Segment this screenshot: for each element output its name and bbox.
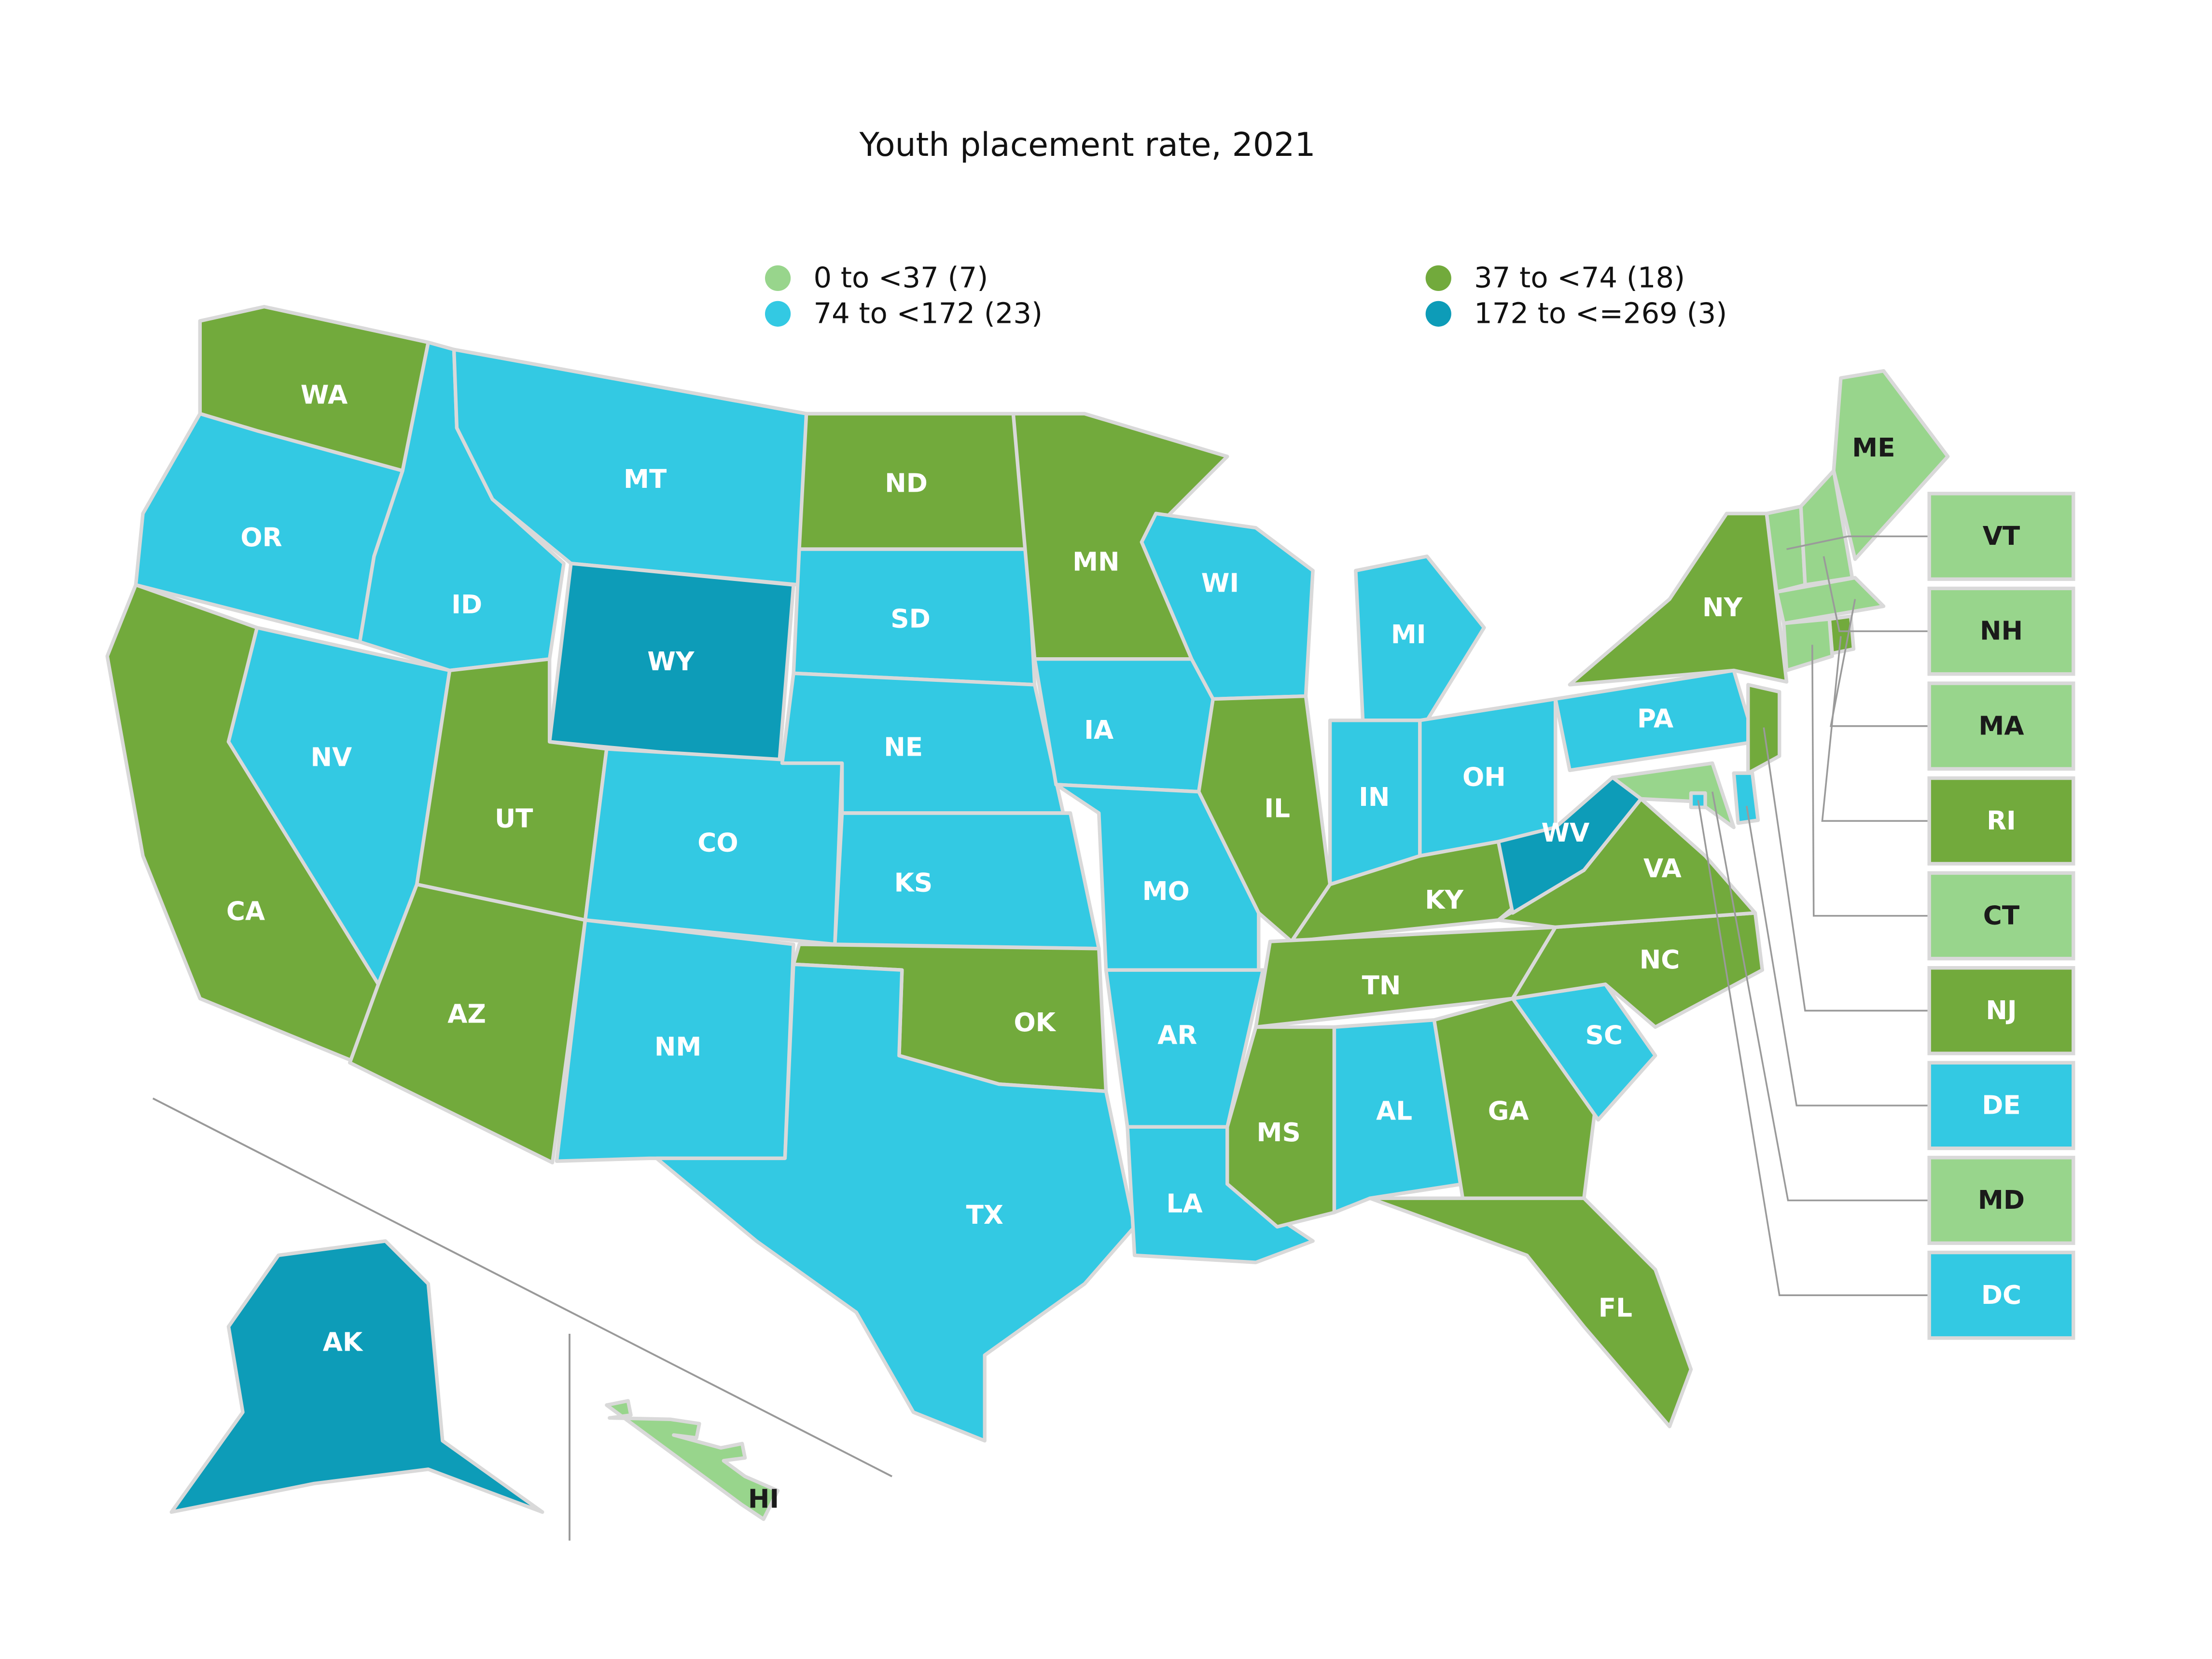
state-shape[interactable] bbox=[1354, 554, 1486, 722]
state-shape[interactable] bbox=[1781, 617, 1834, 673]
leader-line bbox=[1697, 800, 1930, 1296]
leader-line bbox=[1821, 636, 1930, 822]
state-label: TN bbox=[1362, 970, 1401, 1000]
state-label: OR bbox=[240, 523, 282, 553]
legend-swatch[interactable] bbox=[765, 265, 791, 291]
state-label: NH bbox=[1980, 616, 2023, 646]
state-label: NM bbox=[654, 1032, 701, 1062]
legend-swatch[interactable] bbox=[765, 301, 791, 327]
state-label: MA bbox=[1978, 711, 2024, 741]
state-label: VT bbox=[1983, 521, 2020, 551]
legend-label[interactable]: 74 to <172 (23) bbox=[813, 296, 1043, 330]
state-label: FL bbox=[1599, 1293, 1632, 1323]
state-label: MI bbox=[1391, 620, 1426, 650]
legend-label[interactable]: 37 to <74 (18) bbox=[1474, 261, 1685, 294]
map-title: Youth placement rate, 2021 bbox=[859, 126, 1315, 164]
state-label: CT bbox=[1983, 900, 2019, 930]
state-label: TX bbox=[966, 1200, 1003, 1230]
state-label: UT bbox=[495, 803, 533, 833]
legend-label[interactable]: 0 to <37 (7) bbox=[813, 261, 988, 294]
legend-swatch[interactable] bbox=[1425, 265, 1451, 291]
state-label: MO bbox=[1142, 876, 1190, 906]
callout-box[interactable] bbox=[1927, 776, 2075, 866]
callout-box[interactable] bbox=[1927, 681, 2075, 771]
state-label: CO bbox=[697, 828, 738, 858]
callout-box[interactable] bbox=[1927, 1156, 2075, 1245]
legend-swatch[interactable] bbox=[1425, 301, 1451, 327]
state-label: WI bbox=[1201, 568, 1239, 598]
leader-line bbox=[1830, 599, 1930, 727]
callout-box[interactable] bbox=[1927, 966, 2075, 1055]
state-label: MD bbox=[1978, 1185, 2025, 1215]
state-label: ID bbox=[451, 590, 482, 620]
labels: WA OR CA NV ID MT WY UT AZ CO NM ND SD NE KS OK TX MN IA MO… bbox=[226, 380, 2075, 1514]
state-label: AR bbox=[1157, 1021, 1197, 1051]
state-label: LA bbox=[1167, 1189, 1203, 1219]
callout-box[interactable] bbox=[1927, 492, 2075, 581]
state-label: WY bbox=[647, 647, 695, 677]
state-label: DE bbox=[1982, 1091, 2021, 1120]
state-label: OK bbox=[1014, 1008, 1056, 1037]
state-label: KS bbox=[894, 868, 933, 898]
leader-line bbox=[1763, 727, 1930, 1012]
leader-line bbox=[1822, 556, 1930, 632]
leader-line bbox=[1711, 791, 1930, 1202]
state-label: KY bbox=[1425, 885, 1464, 915]
state-label: GA bbox=[1488, 1096, 1529, 1126]
state-shape[interactable] bbox=[1832, 369, 1950, 561]
inset-divider bbox=[152, 1097, 892, 1478]
state-shape[interactable] bbox=[605, 1399, 780, 1521]
state-label: SD bbox=[890, 604, 930, 634]
states bbox=[105, 304, 1950, 1521]
state-label: SC bbox=[1586, 1021, 1623, 1051]
state-shape[interactable] bbox=[833, 811, 1101, 951]
leader-line bbox=[1746, 805, 1930, 1106]
state-label: NE bbox=[884, 733, 923, 762]
state-label: WV bbox=[1541, 818, 1589, 848]
state-label: AK bbox=[323, 1327, 363, 1357]
state-shape[interactable] bbox=[348, 883, 587, 1164]
state-label: AZ bbox=[447, 999, 486, 1029]
state-label: ND bbox=[885, 469, 928, 498]
legend-label[interactable]: 172 to <=269 (3) bbox=[1474, 296, 1727, 330]
callout-box[interactable] bbox=[1927, 1250, 2075, 1340]
state-label: NJ bbox=[1986, 995, 2017, 1025]
legend: 0 to <37 (7) 37 to <74 (18) 74 to <172 (23… bbox=[765, 261, 1727, 330]
state-shape[interactable] bbox=[1732, 771, 1760, 825]
state-label: MS bbox=[1257, 1118, 1301, 1147]
callout-box[interactable] bbox=[1927, 586, 2075, 676]
state-label: PA bbox=[1637, 704, 1673, 733]
state-label: CA bbox=[226, 897, 265, 926]
state-shape[interactable] bbox=[1332, 1018, 1465, 1215]
state-shape[interactable] bbox=[1368, 1196, 1693, 1428]
state-shape[interactable] bbox=[654, 962, 1137, 1443]
state-label: DC bbox=[1981, 1280, 2021, 1310]
state-label: WA bbox=[301, 380, 348, 410]
state-label: NV bbox=[310, 742, 352, 772]
state-label: MT bbox=[624, 464, 667, 494]
state-label: IA bbox=[1084, 715, 1113, 745]
state-label: NY bbox=[1702, 593, 1743, 622]
state-label: MN bbox=[1072, 547, 1119, 577]
state-label: OH bbox=[1462, 762, 1506, 792]
state-label: IL bbox=[1264, 794, 1290, 824]
state-shape[interactable] bbox=[169, 1239, 544, 1514]
state-label: RI bbox=[1987, 806, 2016, 836]
callout-box[interactable] bbox=[1927, 871, 2075, 961]
state-label: ME bbox=[1852, 433, 1895, 463]
callout-box[interactable] bbox=[1927, 1061, 2075, 1150]
state-label: VA bbox=[1643, 854, 1682, 884]
leader-line bbox=[1786, 535, 1930, 550]
state-label: IN bbox=[1359, 782, 1390, 812]
state-label: HI bbox=[748, 1484, 779, 1514]
state-label: NC bbox=[1640, 945, 1680, 975]
state-label: AL bbox=[1376, 1096, 1412, 1126]
leader-line bbox=[1811, 645, 1930, 917]
